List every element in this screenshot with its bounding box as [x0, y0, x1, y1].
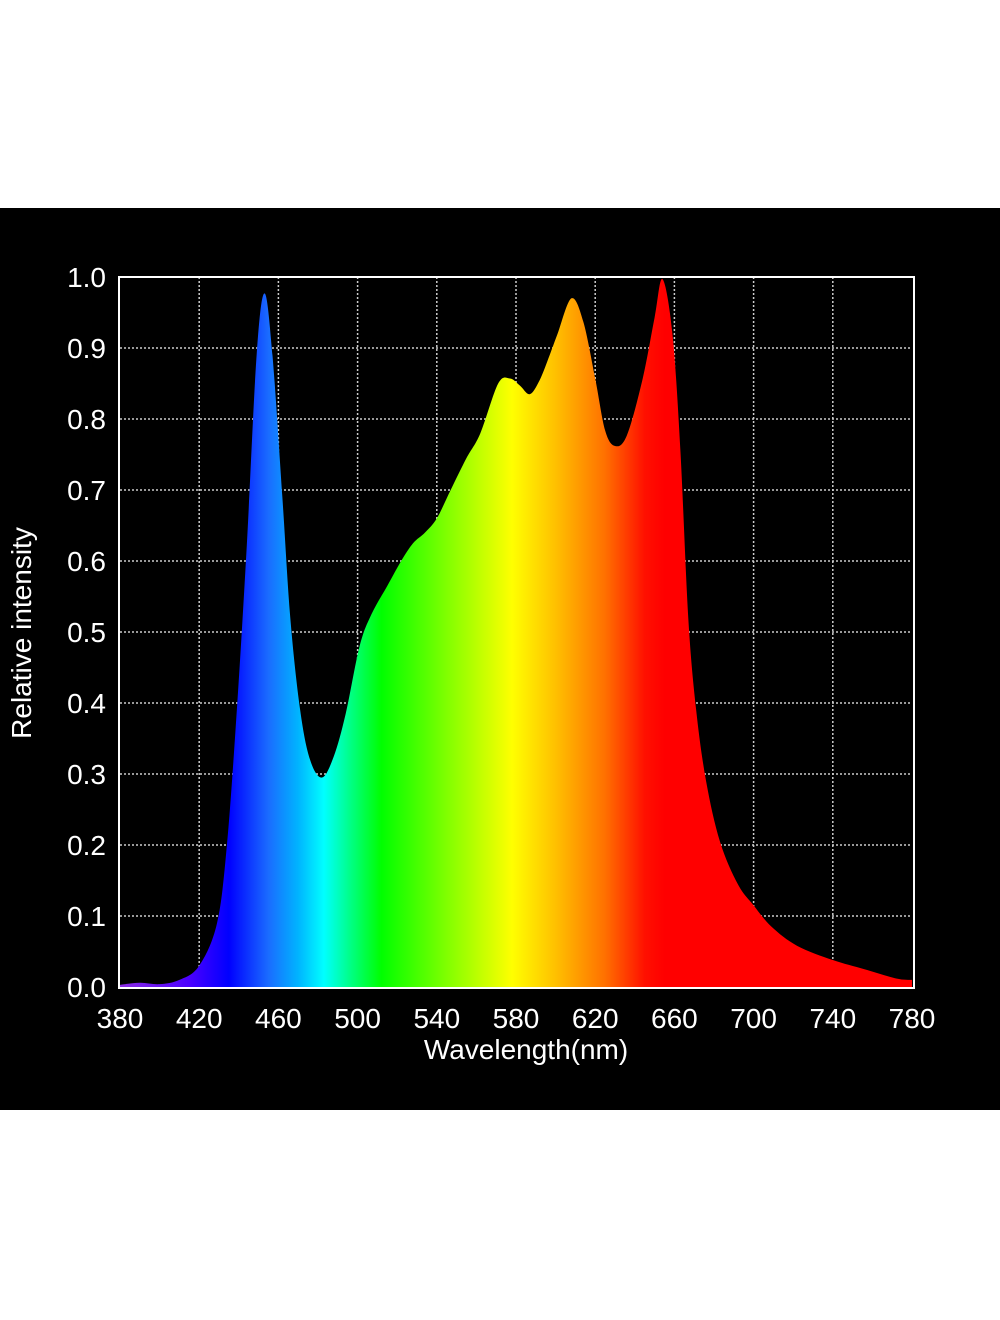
spectrum-chart: 0.0 0.1 0.2 0.3 0.4 0.5 0.6 0.7 0.8 0.9 1.0 380 420…: [6, 262, 936, 1065]
y-tick-label: 0.9: [67, 333, 106, 364]
x-tick-label: 740: [809, 1003, 856, 1034]
spectrum-area: [120, 278, 912, 987]
x-tick-label: 420: [176, 1003, 223, 1034]
chart-panel: 0.0 0.1 0.2 0.3 0.4 0.5 0.6 0.7 0.8 0.9 1.0 380 420…: [0, 208, 1000, 1110]
y-tick-label: 1.0: [67, 262, 106, 293]
plot-frame: [118, 276, 915, 989]
x-tick-label: 500: [334, 1003, 381, 1034]
y-tick-labels: 0.0 0.1 0.2 0.3 0.4 0.5 0.6 0.7 0.8 0.9 1.0: [67, 262, 106, 1003]
x-tick-label: 700: [730, 1003, 777, 1034]
y-tick-label: 0.4: [67, 688, 106, 719]
x-tick-label: 460: [255, 1003, 302, 1034]
x-axis-label: Wavelength(nm): [424, 1034, 628, 1065]
x-tick-labels: 380 420 460 500 540 580 620 660 700 740 780: [97, 1003, 936, 1034]
x-tick-label: 620: [572, 1003, 619, 1034]
x-tick-label: 380: [97, 1003, 144, 1034]
x-tick-label: 580: [493, 1003, 540, 1034]
y-tick-label: 0.2: [67, 830, 106, 861]
y-tick-label: 0.5: [67, 617, 106, 648]
x-tick-label: 660: [651, 1003, 698, 1034]
y-tick-label: 0.8: [67, 404, 106, 435]
x-tick-label: 540: [413, 1003, 460, 1034]
x-tick-label: 780: [889, 1003, 936, 1034]
y-tick-label: 0.7: [67, 475, 106, 506]
y-tick-label: 0.1: [67, 901, 106, 932]
y-tick-label: 0.3: [67, 759, 106, 790]
y-axis-label: Relative intensity: [6, 527, 37, 739]
y-tick-label: 0.6: [67, 546, 106, 577]
y-tick-label: 0.0: [67, 972, 106, 1003]
